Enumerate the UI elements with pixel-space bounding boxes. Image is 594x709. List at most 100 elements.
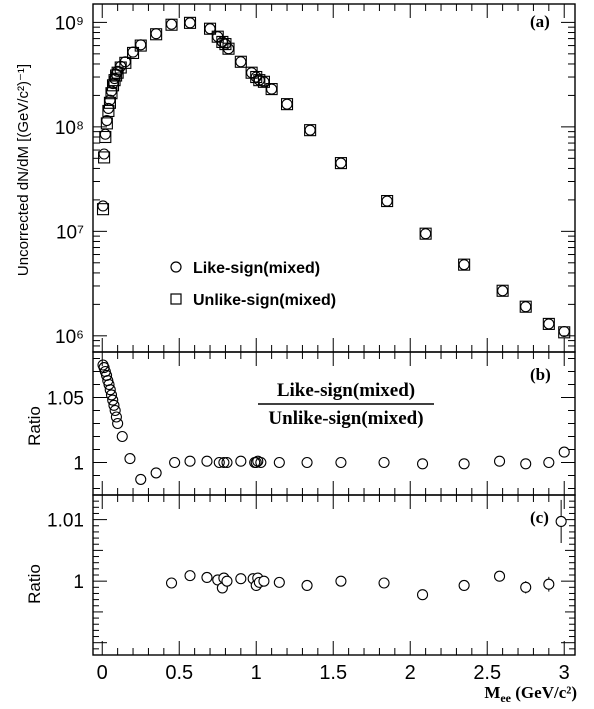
data-point-ratio-c [184,570,196,582]
data-point-like-sign [216,36,228,48]
data-point-unlike-sign [99,130,112,144]
y-tick-label: 10⁸ [55,118,84,139]
y-axis-label-b: Ratio [25,406,44,446]
x-axis-label: Mee (GeV/c²) [484,683,577,705]
data-point-unlike-sign [96,203,110,216]
data-point-ratio-b [124,453,136,465]
data-point-ratio-b [184,455,196,467]
data-point-like-sign [184,17,196,29]
data-point-like-sign [235,56,247,68]
data-point-ratio-b [520,458,532,470]
data-point-ratio-c [258,575,270,587]
y-axis-label-c: Ratio [25,564,44,604]
data-point-like-sign [558,325,570,338]
y-tick-label: 1 [73,572,84,593]
data-point-ratio-c [378,577,390,589]
data-point-ratio-b [104,384,116,396]
data-point-like-sign [381,195,393,207]
y-tick-label: 1 [73,454,84,475]
ratio-denominator: Unlike-sign(mixed) [268,408,423,429]
x-tick-label: 1.5 [319,662,347,684]
data-point-ratio-b [221,456,233,469]
x-axis-label-subscript: ee [500,691,511,705]
data-point-like-sign [266,83,278,95]
data-point-like-sign [119,56,131,68]
data-point-ratio-c [335,575,347,587]
legend-unlike-label: Unlike-sign(mixed) [193,292,336,309]
data-point-ratio-b [110,411,122,423]
data-point-ratio-b [116,430,128,443]
data-point-ratio-c [416,589,429,601]
data-point-ratio-b [201,455,213,467]
data-point-ratio-c [458,579,470,592]
x-tick-label: 0.5 [165,662,193,684]
x-tick-label: 1 [251,662,262,684]
data-point-like-sign [109,73,121,85]
panel-c-label: (c) [530,508,549,527]
data-point-ratio-b [458,458,470,470]
y-tick-label: 10⁹ [55,13,84,34]
panel-a-label: (a) [530,12,550,31]
data-point-ratio-b [112,417,124,430]
data-point-ratio-c [555,515,567,528]
data-point-like-sign [101,114,113,127]
data-point-ratio-c [301,579,313,592]
data-point-ratio-b [107,394,119,406]
data-point-ratio-b [558,446,570,458]
data-point-like-sign [543,318,555,330]
ratio-numerator: Like-sign(mixed) [277,380,415,401]
x-axis-label-units: (GeV/c²) [511,683,577,702]
data-point-ratio-c [201,571,213,584]
data-point-ratio-b [135,473,147,485]
x-tick-label: 2.5 [473,662,501,684]
legend-like-marker [170,261,182,273]
data-point-like-sign [127,46,139,58]
data-point-like-sign [281,98,293,110]
legend-unlike-marker [170,293,182,305]
data-point-ratio-b [169,456,181,469]
data-point-ratio-b [250,456,262,469]
data-point-unlike-sign [98,151,111,164]
legend-like-label: Like-sign(mixed) [193,260,320,277]
y-tick-label: 10⁶ [55,327,84,348]
data-point-like-sign [104,94,116,106]
data-point-like-sign [165,18,178,30]
data-point-ratio-b [109,404,121,417]
points-layer [96,16,571,601]
data-point-like-sign [253,74,265,86]
data-point-like-sign [99,128,111,140]
data-point-like-sign [497,285,509,297]
data-point-ratio-b [301,456,313,469]
data-point-ratio-b [218,456,230,469]
data-point-like-sign [222,43,235,55]
data-point-like-sign [258,76,270,88]
data-point-unlike-sign [103,96,116,109]
x-tick-label: 2 [405,662,416,684]
data-point-ratio-b [378,456,390,469]
data-point-ratio-b [543,456,555,469]
data-point-ratio-c [165,577,178,589]
data-point-ratio-b [150,467,162,479]
data-point-ratio-b [416,458,429,470]
y-axis-label-a: Uncorrected dN/dM [(GeV/c²)⁻¹] [15,64,32,276]
data-point-ratio-b [255,456,267,469]
data-point-ratio-c [493,570,506,582]
data-point-ratio-c [543,578,555,590]
x-axis-label-main: M [484,683,500,702]
data-point-like-sign [420,228,432,240]
data-point-like-sign [458,259,470,271]
data-point-ratio-b [105,389,118,401]
data-point-ratio-b [235,455,247,467]
data-point-like-sign [150,28,162,40]
x-tick-label: 0 [97,662,108,684]
data-point-like-sign [304,124,316,136]
data-point-ratio-b [273,456,285,469]
data-point-like-sign [98,148,110,160]
data-point-ratio-b [103,378,115,391]
y-tick-label: 1.05 [47,389,84,410]
data-point-like-sign [102,102,114,115]
data-point-like-sign [135,39,147,51]
data-point-like-sign [204,23,216,35]
data-point-ratio-b [335,456,347,469]
